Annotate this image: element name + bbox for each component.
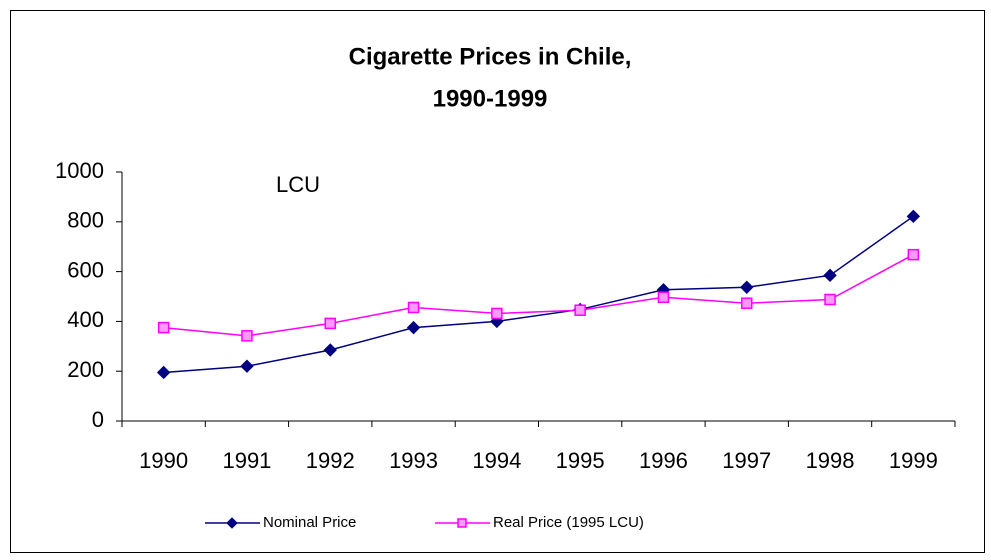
x-tick-label: 1992 <box>306 448 355 473</box>
marker <box>491 307 503 320</box>
y-tick-label: 200 <box>67 357 104 382</box>
chart-title: Cigarette Prices in Chile, <box>349 43 632 70</box>
annotation: LCU <box>276 172 320 197</box>
x-tick-label: 1990 <box>139 448 188 473</box>
legend-label: Nominal Price <box>263 514 356 531</box>
x-tick-label: 1996 <box>639 448 688 473</box>
y-tick-label: 800 <box>67 208 104 233</box>
chart-border <box>10 10 985 553</box>
x-tick-label: 1991 <box>222 448 271 473</box>
marker <box>240 359 254 373</box>
x-tick-label: 1997 <box>722 448 771 473</box>
x-tick-label: 1998 <box>806 448 855 473</box>
marker <box>156 365 171 380</box>
marker <box>907 248 920 261</box>
marker <box>741 297 753 309</box>
marker <box>823 268 837 283</box>
series-line <box>163 215 914 374</box>
marker <box>406 320 421 335</box>
x-tick-label: 1994 <box>472 448 521 473</box>
marker <box>574 304 586 316</box>
legend-label: Real Price (1995 LCU) <box>493 514 644 531</box>
legend-marker <box>457 518 467 528</box>
y-tick-label: 400 <box>67 307 104 332</box>
marker <box>407 301 420 314</box>
marker <box>824 293 836 306</box>
legend-marker <box>226 517 238 529</box>
chart-title: 1990-1999 <box>433 85 548 112</box>
marker <box>740 280 754 294</box>
marker <box>657 291 670 303</box>
marker <box>906 209 921 224</box>
x-tick-label: 1999 <box>889 448 938 473</box>
marker <box>157 321 170 334</box>
y-tick-label: 0 <box>92 407 104 432</box>
x-tick-label: 1993 <box>389 448 438 473</box>
y-tick-label: 1000 <box>55 158 104 183</box>
y-tick-label: 600 <box>67 257 104 282</box>
x-tick-label: 1995 <box>556 448 605 473</box>
series-line <box>163 254 914 337</box>
marker <box>324 317 336 330</box>
marker <box>241 330 253 342</box>
marker <box>323 343 337 357</box>
